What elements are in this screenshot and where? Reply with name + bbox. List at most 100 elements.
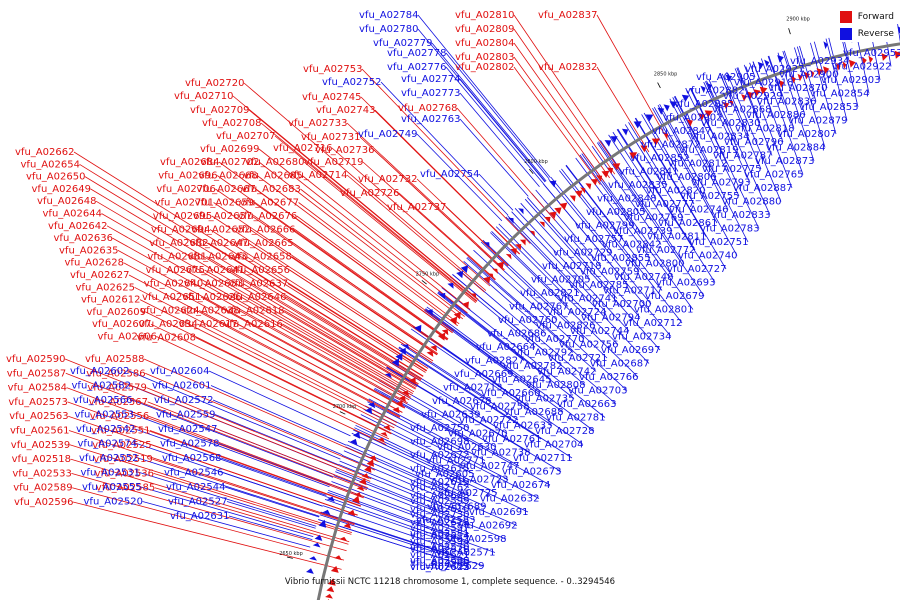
gene-label[interactable]: vfu_A02688: [504, 407, 563, 418]
gene-label[interactable]: vfu_A02613: [410, 518, 469, 529]
gene-label[interactable]: vfu_A02807: [777, 129, 836, 140]
gene-label[interactable]: vfu_A02648: [37, 196, 96, 207]
gene-label[interactable]: vfu_A02600: [410, 556, 469, 567]
gene-label[interactable]: vfu_A02847: [652, 126, 711, 137]
gene-label[interactable]: vfu_A02830: [701, 118, 760, 129]
gene-label[interactable]: vfu_A02544: [166, 482, 225, 493]
gene-label[interactable]: vfu_A02622: [410, 562, 469, 573]
gene-label[interactable]: vfu_A02672: [410, 450, 469, 461]
gene-label[interactable]: vfu_A02677: [240, 198, 299, 209]
gene-label[interactable]: vfu_A02886: [746, 110, 805, 121]
gene-label[interactable]: vfu_A02665: [234, 238, 293, 249]
gene-label[interactable]: vfu_A02680: [245, 157, 304, 168]
gene-label[interactable]: vfu_A02774: [401, 74, 460, 85]
gene-label[interactable]: vfu_A02745: [302, 92, 361, 103]
gene-label[interactable]: vfu_A02760: [498, 315, 557, 326]
gene-label[interactable]: vfu_A02748: [614, 272, 673, 283]
gene-label[interactable]: vfu_A02658: [232, 252, 291, 263]
gene-label[interactable]: vfu_A02735: [515, 394, 574, 405]
gene-label[interactable]: vfu_A02703: [568, 386, 627, 397]
gene-label[interactable]: vfu_A02618: [225, 306, 284, 317]
gene-label[interactable]: vfu_A02650: [26, 172, 85, 183]
gene-label[interactable]: vfu_A02542: [76, 424, 135, 435]
gene-label[interactable]: vfu_A02675: [146, 265, 205, 276]
gene-label[interactable]: vfu_A02651: [142, 292, 201, 303]
gene-label[interactable]: vfu_A02744: [570, 326, 629, 337]
gene-label[interactable]: vfu_A02700: [592, 299, 651, 310]
gene-label[interactable]: vfu_A02659: [195, 198, 254, 209]
gene-label[interactable]: vfu_A02719: [304, 157, 363, 168]
gene-label[interactable]: vfu_A02768: [398, 103, 457, 114]
gene-label[interactable]: vfu_A02589: [13, 483, 72, 494]
gene-label[interactable]: vfu_A02579: [87, 383, 146, 394]
gene-label[interactable]: vfu_A02758: [470, 402, 529, 413]
gene-label[interactable]: vfu_A02527: [168, 497, 227, 508]
gene-label[interactable]: vfu_A02722: [459, 415, 518, 426]
gene-label[interactable]: vfu_A02727: [667, 264, 726, 275]
gene-label[interactable]: vfu_A02833: [711, 210, 770, 221]
gene-label[interactable]: vfu_A02834: [690, 132, 749, 143]
gene-label[interactable]: vfu_A02832: [538, 62, 597, 73]
gene-label[interactable]: vfu_A02769: [624, 213, 683, 224]
gene-label[interactable]: vfu_A02631: [170, 511, 229, 522]
gene-label[interactable]: vfu_A02681: [147, 252, 206, 263]
gene-label[interactable]: vfu_A02754: [420, 169, 479, 180]
gene-label[interactable]: vfu_A02934: [790, 56, 849, 67]
gene-label[interactable]: vfu_A02663: [557, 399, 616, 410]
gene-label[interactable]: vfu_A02826: [536, 321, 595, 332]
gene-label[interactable]: vfu_A02639: [421, 410, 480, 421]
gene-label[interactable]: vfu_A02709: [190, 105, 249, 116]
gene-label[interactable]: vfu_A02626: [182, 292, 241, 303]
gene-label[interactable]: vfu_A02809: [455, 24, 514, 35]
gene-label[interactable]: vfu_A02811: [647, 232, 706, 243]
gene-label[interactable]: vfu_A02582: [72, 381, 131, 392]
gene-label[interactable]: vfu_A02520: [84, 497, 143, 508]
gene-label[interactable]: vfu_A02581: [410, 529, 469, 540]
gene-label[interactable]: vfu_A02796: [724, 137, 783, 148]
gene-label[interactable]: vfu_A02837: [538, 10, 597, 21]
gene-label[interactable]: vfu_A02630: [437, 442, 496, 453]
gene-label[interactable]: vfu_A02652: [191, 225, 250, 236]
gene-label[interactable]: vfu_A02664: [476, 342, 535, 353]
gene-label[interactable]: vfu_A02756: [559, 340, 618, 351]
gene-label[interactable]: vfu_A02666: [236, 225, 295, 236]
gene-label[interactable]: vfu_A02743: [316, 105, 375, 116]
gene-label[interactable]: vfu_A02752: [322, 77, 381, 88]
gene-label[interactable]: vfu_A02583: [416, 515, 475, 526]
gene-label[interactable]: vfu_A02726: [340, 188, 399, 199]
gene-label[interactable]: vfu_A02755: [680, 191, 739, 202]
gene-label[interactable]: vfu_A02699: [200, 144, 259, 155]
gene-label[interactable]: vfu_A02687: [590, 359, 649, 370]
gene-label[interactable]: vfu_A02570: [410, 542, 469, 553]
gene-label[interactable]: vfu_A02697: [601, 345, 660, 356]
gene-label[interactable]: vfu_A02734: [612, 332, 671, 343]
gene-label[interactable]: vfu_A02800: [625, 259, 684, 270]
gene-label[interactable]: vfu_A02766: [579, 372, 638, 383]
gene-label[interactable]: vfu_A02708: [202, 118, 261, 129]
gene-label[interactable]: vfu_A02694: [151, 225, 210, 236]
gene-label[interactable]: vfu_A02702: [200, 157, 259, 168]
gene-label[interactable]: vfu_A02929: [723, 91, 782, 102]
gene-label[interactable]: vfu_A02711: [513, 453, 572, 464]
gene-label[interactable]: vfu_A02872: [641, 140, 700, 151]
gene-label[interactable]: vfu_A02588: [85, 354, 144, 365]
gene-label[interactable]: vfu_A02662: [15, 147, 74, 158]
gene-label[interactable]: vfu_A02620: [410, 545, 469, 556]
gene-label[interactable]: vfu_A02696: [158, 171, 217, 182]
gene-label[interactable]: vfu_A02922: [832, 62, 891, 73]
gene-label[interactable]: vfu_A02848: [597, 194, 656, 205]
gene-label[interactable]: vfu_A02660: [481, 388, 540, 399]
gene-label[interactable]: vfu_A02587: [7, 368, 66, 379]
gene-label[interactable]: vfu_A02784: [359, 10, 418, 21]
gene-label[interactable]: vfu_A02787: [713, 151, 772, 162]
gene-label[interactable]: vfu_A02885: [674, 99, 733, 110]
gene-label[interactable]: vfu_A02812: [668, 159, 727, 170]
gene-label[interactable]: vfu_A02525: [92, 440, 151, 451]
gene-label[interactable]: vfu_A02706: [156, 184, 215, 195]
gene-label[interactable]: vfu_A02567: [89, 397, 148, 408]
gene-label[interactable]: vfu_A02691: [469, 507, 528, 518]
gene-label[interactable]: vfu_A02633: [493, 421, 552, 432]
gene-label[interactable]: vfu_A02778: [387, 48, 446, 59]
gene-label[interactable]: vfu_A02802: [455, 62, 514, 73]
gene-label[interactable]: vfu_A02751: [689, 237, 748, 248]
